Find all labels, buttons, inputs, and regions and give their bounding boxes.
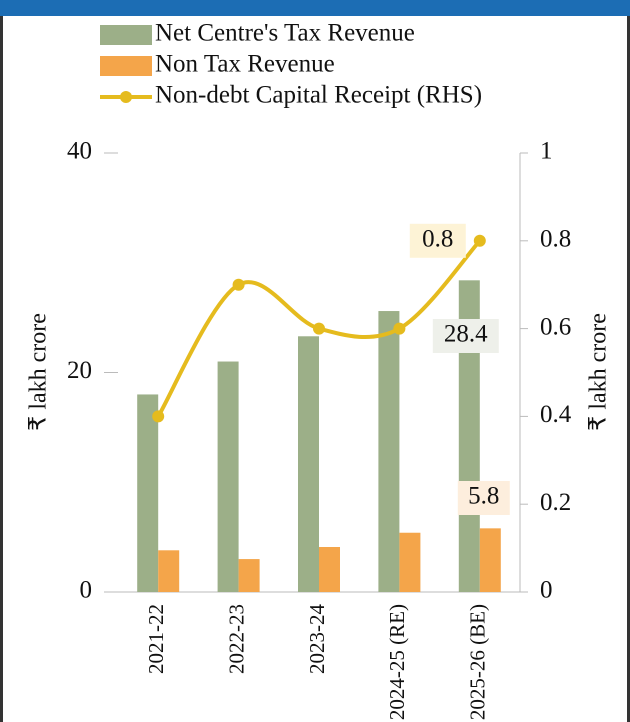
legend-label: Non-debt Capital Receipt (RHS) xyxy=(155,82,482,109)
y-tick-label: 20 xyxy=(67,357,92,384)
y2-tick-label: 0.8 xyxy=(540,226,571,253)
bar xyxy=(158,550,180,592)
x-tick-label: 2021-22 xyxy=(144,604,168,674)
line-marker xyxy=(393,322,406,335)
x-tick-label: 2023-24 xyxy=(305,604,329,674)
x-tick-label: 2024-25 (RE) xyxy=(385,604,409,720)
data-label-box xyxy=(432,319,499,353)
legend-swatch xyxy=(100,56,152,76)
bar xyxy=(319,547,340,592)
data-label-box xyxy=(457,481,510,515)
y2-tick-label: 0.4 xyxy=(540,401,572,428)
y2-tick-label: 1 xyxy=(540,138,553,165)
legend-marker xyxy=(120,91,132,103)
data-label: 0.8 xyxy=(422,226,453,253)
data-label: 5.8 xyxy=(468,483,499,510)
line-marker xyxy=(152,410,165,423)
bar xyxy=(217,361,239,592)
legend-label: Non Tax Revenue xyxy=(155,51,335,78)
header-bar xyxy=(0,0,630,16)
bar xyxy=(298,336,319,592)
y2-axis-title: ₹ lakh crore xyxy=(586,313,612,431)
line-marker xyxy=(232,278,245,291)
bar xyxy=(378,311,400,592)
bar xyxy=(137,394,159,592)
y2-tick-label: 0 xyxy=(540,577,553,604)
data-label-box xyxy=(409,223,466,258)
line-marker xyxy=(473,234,486,247)
y-axis-title: ₹ lakh crore xyxy=(26,313,52,431)
data-label: 28.4 xyxy=(444,321,488,348)
left-border xyxy=(0,16,3,722)
x-tick-label: 2025-26 (BE) xyxy=(466,604,490,720)
y2-tick-label: 0.6 xyxy=(540,313,571,340)
x-tick-label: 2022-23 xyxy=(224,604,248,674)
bar xyxy=(479,528,501,592)
y2-tick-label: 0.2 xyxy=(540,489,571,516)
legend-swatch xyxy=(100,25,152,45)
right-border xyxy=(627,16,630,722)
bar xyxy=(238,559,260,592)
bar xyxy=(399,532,421,592)
y-tick-label: 0 xyxy=(80,577,93,604)
legend-label: Net Centre's Tax Revenue xyxy=(155,20,415,47)
line-marker xyxy=(313,322,325,335)
y-tick-label: 40 xyxy=(67,138,92,165)
